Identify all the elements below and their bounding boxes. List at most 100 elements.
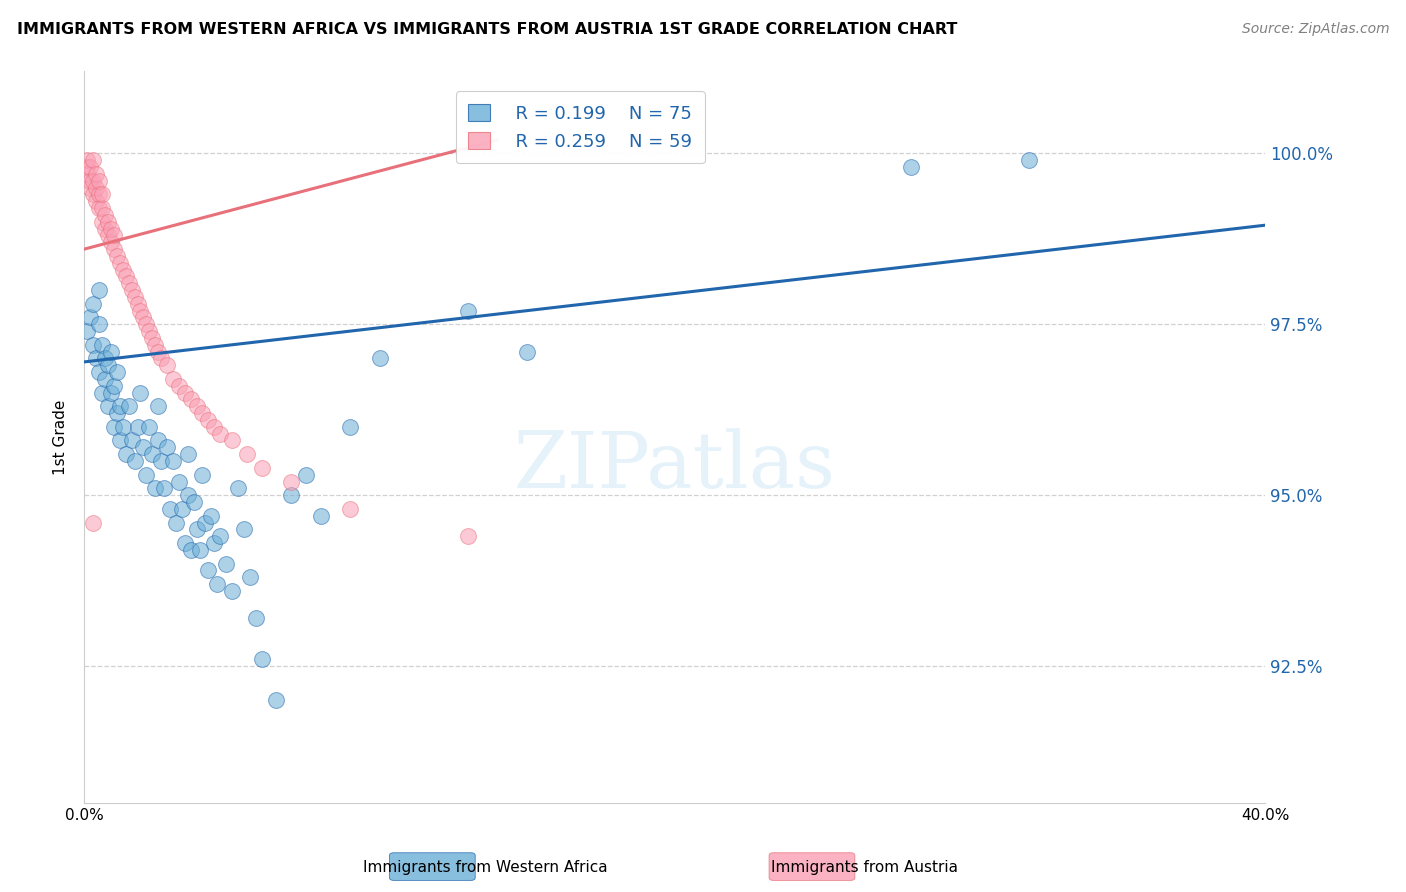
Text: ZIPatlas: ZIPatlas bbox=[513, 428, 837, 504]
Point bbox=[97, 215, 120, 229]
Point bbox=[105, 365, 128, 379]
Point bbox=[516, 344, 538, 359]
Point bbox=[138, 324, 160, 338]
Point bbox=[89, 174, 111, 188]
Point bbox=[194, 516, 217, 530]
Point bbox=[79, 174, 101, 188]
Point bbox=[148, 400, 170, 414]
Point bbox=[91, 338, 114, 352]
Point bbox=[91, 385, 114, 400]
Text: Immigrants from Austria: Immigrants from Austria bbox=[770, 860, 959, 874]
Point bbox=[239, 570, 262, 584]
Point bbox=[127, 297, 149, 311]
Point bbox=[457, 529, 479, 543]
Legend:   R = 0.199    N = 75,   R = 0.259    N = 59: R = 0.199 N = 75, R = 0.259 N = 59 bbox=[456, 91, 704, 163]
Point bbox=[156, 359, 179, 373]
Point bbox=[76, 153, 98, 168]
Point bbox=[159, 501, 181, 516]
Point bbox=[186, 400, 208, 414]
Point bbox=[339, 420, 361, 434]
Text: Immigrants from Western Africa: Immigrants from Western Africa bbox=[363, 860, 607, 874]
Point bbox=[177, 488, 200, 502]
Point bbox=[368, 351, 391, 366]
Point bbox=[209, 426, 232, 441]
Point bbox=[94, 221, 117, 235]
Point bbox=[91, 201, 114, 215]
Point bbox=[97, 359, 120, 373]
Point bbox=[309, 508, 332, 523]
Point bbox=[76, 160, 98, 174]
Point bbox=[200, 508, 222, 523]
Point bbox=[197, 413, 219, 427]
Point bbox=[215, 557, 238, 571]
Point bbox=[118, 277, 141, 291]
Point bbox=[82, 516, 104, 530]
Point bbox=[138, 420, 160, 434]
Point bbox=[108, 256, 131, 270]
Point bbox=[162, 372, 184, 386]
Point bbox=[165, 516, 187, 530]
Point bbox=[82, 187, 104, 202]
Point bbox=[209, 529, 232, 543]
Point bbox=[221, 583, 243, 598]
Point bbox=[100, 344, 122, 359]
Text: Source: ZipAtlas.com: Source: ZipAtlas.com bbox=[1241, 22, 1389, 37]
Point bbox=[191, 467, 214, 482]
Point bbox=[79, 180, 101, 194]
Point bbox=[205, 577, 228, 591]
Point bbox=[264, 693, 288, 707]
Point bbox=[150, 351, 173, 366]
Point bbox=[186, 522, 208, 536]
Point bbox=[89, 318, 111, 332]
Point bbox=[132, 440, 155, 454]
Point bbox=[79, 160, 101, 174]
Point bbox=[76, 167, 98, 181]
Point bbox=[94, 372, 117, 386]
Point bbox=[191, 406, 214, 420]
Point bbox=[108, 400, 131, 414]
Point bbox=[89, 283, 111, 297]
Point bbox=[111, 420, 134, 434]
Point bbox=[114, 269, 136, 284]
Point bbox=[132, 310, 155, 325]
Point bbox=[250, 652, 273, 666]
Point bbox=[339, 501, 361, 516]
Point bbox=[100, 385, 122, 400]
Point bbox=[105, 406, 128, 420]
Point bbox=[79, 310, 101, 325]
Point bbox=[226, 481, 249, 495]
Point bbox=[82, 297, 104, 311]
Point bbox=[94, 208, 117, 222]
Point bbox=[143, 481, 166, 495]
Y-axis label: 1st Grade: 1st Grade bbox=[53, 400, 69, 475]
Point bbox=[103, 228, 125, 243]
Point bbox=[232, 522, 254, 536]
Point bbox=[177, 447, 200, 461]
Point bbox=[180, 542, 202, 557]
Point bbox=[148, 434, 170, 448]
Point bbox=[129, 385, 152, 400]
Point bbox=[188, 542, 211, 557]
Point bbox=[167, 475, 190, 489]
Point bbox=[197, 563, 219, 577]
Point bbox=[170, 501, 193, 516]
Point bbox=[118, 400, 141, 414]
Point bbox=[121, 434, 143, 448]
Point bbox=[111, 262, 134, 277]
Point bbox=[82, 338, 104, 352]
Point bbox=[82, 153, 104, 168]
Point bbox=[457, 303, 479, 318]
Point bbox=[103, 242, 125, 256]
Point bbox=[103, 420, 125, 434]
Point bbox=[202, 420, 225, 434]
Point bbox=[97, 228, 120, 243]
Point bbox=[84, 180, 107, 194]
Point bbox=[84, 167, 107, 181]
Point bbox=[124, 454, 146, 468]
Point bbox=[183, 495, 205, 509]
Point bbox=[1018, 153, 1040, 168]
Point bbox=[114, 447, 136, 461]
Point bbox=[91, 215, 114, 229]
Point bbox=[94, 351, 117, 366]
Point bbox=[141, 447, 163, 461]
